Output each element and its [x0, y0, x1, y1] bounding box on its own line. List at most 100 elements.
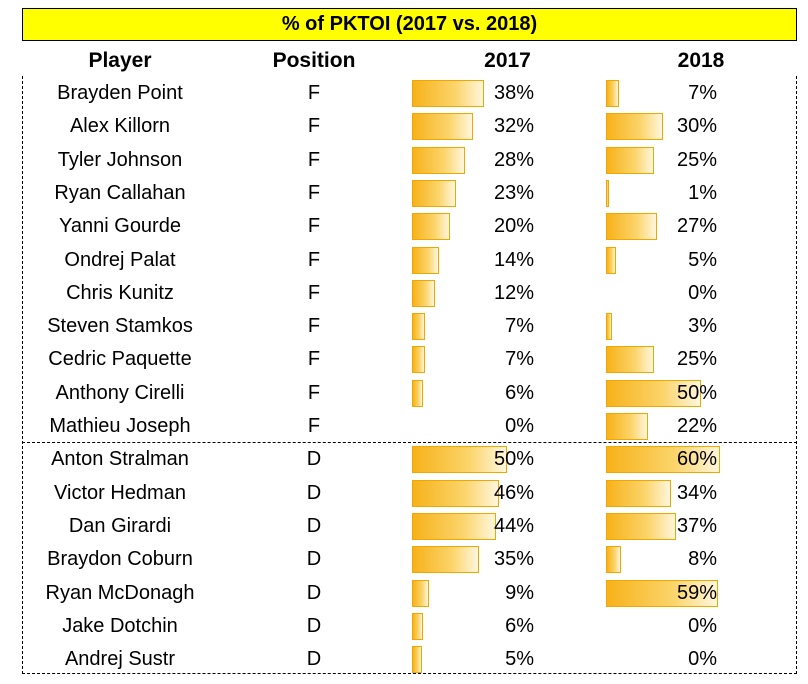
value-label-2018: 0% — [688, 648, 717, 671]
value-label-2017: 50% — [493, 448, 534, 471]
player-position: F — [307, 415, 321, 437]
value-label-2018: 30% — [676, 115, 717, 138]
value-label-2017: 6% — [505, 614, 534, 637]
player-name: Anton Stralman — [51, 448, 189, 471]
bar-2018 — [606, 379, 701, 407]
player-name: Jake Dotchin — [62, 614, 178, 637]
table-row: Dan Girardi D 44% 37% — [0, 510, 808, 543]
player-position: F — [307, 381, 321, 404]
bar-2017 — [412, 546, 479, 574]
value-label-2017: 12% — [493, 281, 534, 304]
value-label-2017: 35% — [493, 548, 534, 571]
value-label-2018: 27% — [676, 215, 717, 238]
bar-2018 — [606, 213, 658, 241]
table-row: Anton Stralman D 50% 60% — [0, 443, 808, 476]
player-name: Steven Stamkos — [47, 315, 193, 338]
player-position: D — [306, 481, 322, 504]
header-player: Player — [88, 49, 152, 72]
value-label-2018: 37% — [676, 514, 717, 537]
player-position: F — [307, 315, 321, 338]
bar-2017 — [412, 279, 435, 307]
value-label-2017: 28% — [493, 148, 534, 171]
table-row: Tyler Johnson F 28% 25% — [0, 144, 808, 177]
table-row: Braydon Coburn D 35% 8% — [0, 543, 808, 576]
bar-2017 — [412, 213, 450, 241]
player-position: F — [307, 215, 321, 238]
player-name: Tyler Johnson — [57, 148, 183, 171]
value-label-2017: 6% — [505, 381, 534, 404]
value-label-2017: 20% — [493, 215, 534, 238]
table-row: Victor Hedman D 46% 34% — [0, 477, 808, 510]
value-label-2017: 46% — [493, 481, 534, 504]
bar-2018 — [606, 512, 677, 540]
value-label-2018: 34% — [676, 481, 717, 504]
player-position: F — [307, 115, 321, 138]
player-name: Alex Killorn — [69, 115, 171, 138]
player-name: Dan Girardi — [68, 514, 172, 537]
table-row: Yanni Gourde F 20% 27% — [0, 210, 808, 243]
value-label-2018: 25% — [676, 148, 717, 171]
group-divider — [22, 442, 797, 443]
table-row: Brayden Point F 38% 7% — [0, 77, 808, 110]
player-name: Victor Hedman — [54, 481, 186, 504]
player-position: F — [307, 348, 321, 371]
bar-2018 — [606, 479, 671, 507]
value-label-2018: 1% — [688, 181, 717, 204]
value-label-2018: 22% — [676, 415, 717, 437]
bar-2018 — [606, 413, 648, 440]
table-row: Anthony Cirelli F 6% 50% — [0, 377, 808, 410]
value-label-2018: 5% — [688, 248, 717, 271]
table-row: Chris Kunitz F 12% 0% — [0, 277, 808, 310]
bar-2017 — [412, 646, 422, 674]
bar-2018 — [606, 313, 612, 341]
value-label-2018: 0% — [688, 281, 717, 304]
table-row: Ryan Callahan F 23% 1% — [0, 177, 808, 210]
player-position: F — [307, 248, 321, 271]
bar-2017 — [412, 313, 426, 341]
bar-2018 — [606, 346, 654, 374]
table-row: Steven Stamkos F 7% 3% — [0, 310, 808, 343]
player-position: D — [306, 581, 322, 604]
player-name: Brayden Point — [57, 82, 183, 104]
player-name: Ryan Callahan — [54, 181, 186, 204]
player-name: Ryan McDonagh — [45, 581, 195, 604]
player-name: Ondrej Palat — [64, 248, 176, 271]
player-name: Yanni Gourde — [59, 215, 181, 238]
header-2017: 2017 — [484, 49, 531, 72]
bar-2018 — [606, 246, 616, 274]
table-row: Andrej Sustr D 5% 0% — [0, 643, 808, 676]
player-position: F — [307, 281, 321, 304]
bar-2017 — [412, 346, 426, 374]
header-2018: 2018 — [677, 49, 725, 72]
bar-2017 — [412, 579, 430, 607]
value-label-2017: 9% — [505, 581, 534, 604]
value-label-2017: 0% — [505, 415, 534, 437]
value-label-2018: 60% — [676, 448, 717, 471]
bar-2017 — [412, 512, 496, 540]
bar-2017 — [412, 479, 500, 507]
table-row: Ondrej Palat F 14% 5% — [0, 244, 808, 277]
bar-2018 — [606, 80, 620, 107]
value-label-2018: 50% — [676, 381, 717, 404]
value-label-2018: 25% — [676, 348, 717, 371]
player-name: Andrej Sustr — [64, 648, 176, 671]
bar-2017 — [412, 146, 466, 174]
bar-2017 — [412, 446, 507, 474]
player-name: Cedric Paquette — [48, 348, 192, 371]
value-label-2017: 44% — [493, 514, 534, 537]
value-label-2017: 14% — [493, 248, 534, 271]
value-label-2017: 32% — [493, 115, 534, 138]
table-row: Ryan McDonagh D 9% 59% — [0, 577, 808, 610]
player-name: Anthony Cirelli — [55, 381, 185, 404]
bar-2017 — [412, 246, 439, 274]
player-name: Braydon Coburn — [47, 548, 193, 571]
bar-2018 — [606, 579, 719, 607]
player-position: D — [306, 448, 322, 471]
table-body — [22, 76, 797, 674]
bar-2017 — [412, 179, 456, 207]
player-name: Chris Kunitz — [66, 281, 174, 304]
bar-2018 — [606, 146, 654, 174]
table-row: Alex Killorn F 32% 30% — [0, 110, 808, 143]
value-label-2018: 7% — [688, 82, 717, 104]
value-label-2017: 38% — [493, 82, 534, 104]
